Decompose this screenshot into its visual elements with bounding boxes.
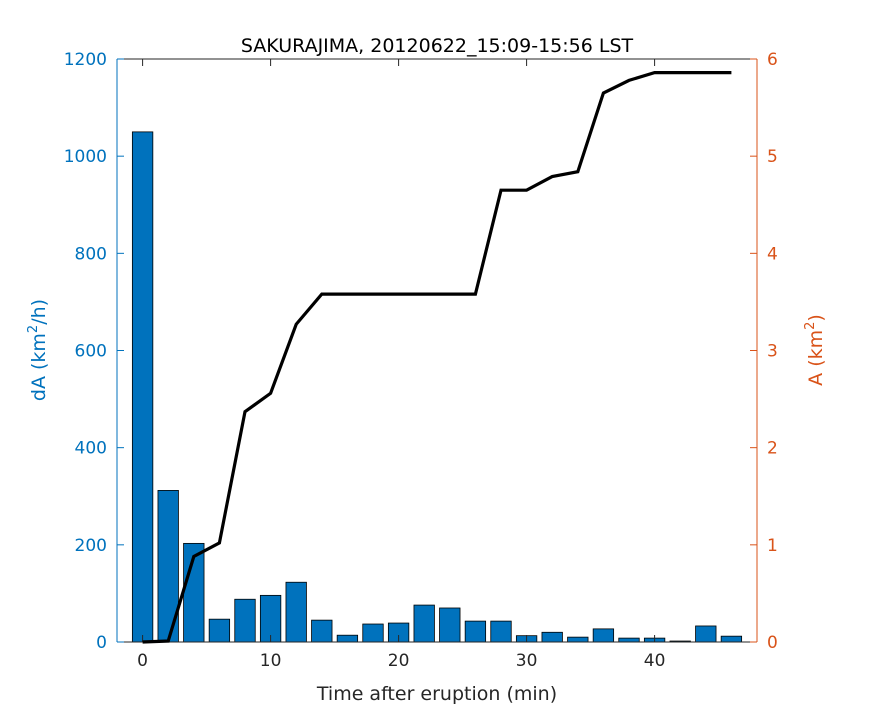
x-tick-label: 0 (137, 651, 148, 671)
right-y-axis-label-sup: 2 (803, 322, 818, 330)
axes (116, 58, 758, 643)
bar (131, 131, 154, 643)
right-y-tick-label: 3 (767, 342, 778, 362)
bar (490, 620, 512, 643)
bar (695, 625, 717, 643)
left-y-tick-label: 600 (75, 342, 107, 362)
bar (720, 635, 743, 643)
bar (618, 637, 640, 643)
right-y-tick-label: 2 (767, 439, 778, 459)
bar (567, 636, 589, 643)
x-tick-label: 20 (388, 651, 410, 671)
cumulative-area-line (142, 70, 732, 644)
x-tick-label: 30 (516, 651, 538, 671)
x-tick-label: 10 (260, 651, 282, 671)
left-y-tick-label: 0 (96, 633, 107, 653)
bar (592, 628, 615, 643)
left-y-tick-label: 1000 (64, 147, 107, 167)
right-y-tick-label: 4 (767, 244, 778, 264)
right-y-axis-label: A (km2) (803, 314, 827, 386)
right-y-tick-label: 6 (767, 50, 778, 70)
right-y-tick-label: 0 (767, 633, 778, 653)
right-y-tick-label: 1 (767, 536, 778, 556)
left-y-tick-label: 1200 (64, 50, 107, 70)
right-y-axis-label-base: A (km (805, 330, 827, 386)
bar-series (131, 131, 743, 643)
bar (439, 607, 461, 643)
bar (464, 620, 487, 643)
bar (413, 604, 435, 643)
bar (362, 623, 384, 643)
left-y-axis-label: dA (km2/h) (26, 299, 50, 401)
left-y-axis-label-base: dA (km (28, 333, 50, 401)
right-y-tick-label: 5 (767, 147, 778, 167)
left-y-axis-label-sup: 2 (26, 325, 41, 333)
left-y-tick-label: 400 (75, 439, 107, 459)
left-y-tick-label: 200 (75, 536, 107, 556)
left-y-tick-label: 800 (75, 244, 107, 264)
bar (541, 631, 563, 643)
bar (208, 618, 231, 643)
right-y-axis-label-tail: ) (805, 314, 827, 321)
line-series (142, 70, 732, 644)
chart-title: SAKURAJIMA, 20120622_15:09-15:56 LST (241, 35, 634, 57)
bar (336, 634, 359, 643)
bar (285, 581, 307, 643)
bar (311, 619, 333, 643)
left-y-axis-label-tail: /h) (28, 299, 50, 325)
x-tick-label: 40 (644, 651, 666, 671)
bar (234, 598, 256, 643)
x-axis-label: Time after eruption (min) (316, 683, 557, 705)
